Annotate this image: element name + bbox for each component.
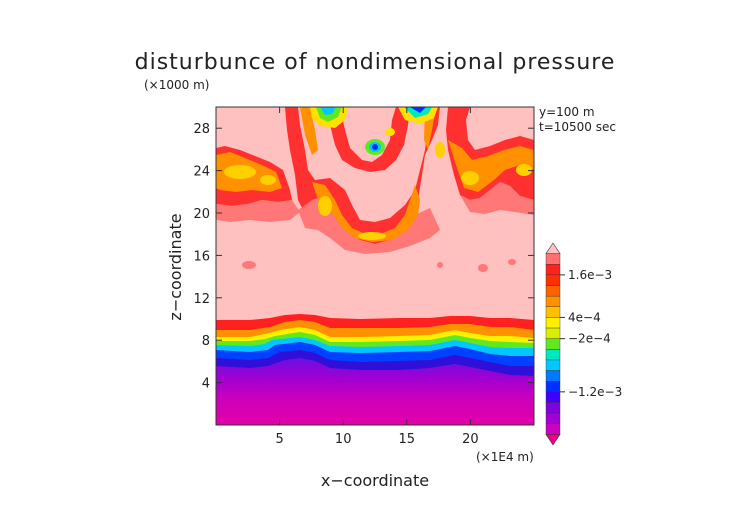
lower-negative-region bbox=[216, 358, 534, 425]
y-tick-label: 12 bbox=[193, 292, 210, 307]
y-axis-ticks: 4 8 12 16 20 24 28 bbox=[193, 122, 534, 392]
colorbar-swatch bbox=[545, 327, 561, 339]
annotation-y: y=100 m bbox=[539, 105, 595, 119]
x-tick-label: 10 bbox=[335, 432, 352, 447]
colorbar-swatch bbox=[545, 402, 561, 414]
y-tick-label: 8 bbox=[202, 334, 210, 349]
y-tick-label: 24 bbox=[193, 165, 210, 180]
colorbar-label: −1.2e−3 bbox=[568, 385, 622, 399]
colorbar-swatch bbox=[545, 359, 561, 371]
colorbar-swatch bbox=[545, 274, 561, 286]
y-tick-label: 20 bbox=[193, 207, 210, 222]
colorbar-swatch bbox=[545, 295, 561, 307]
x-tick-label: 5 bbox=[275, 432, 283, 447]
x-axis-label: x−coordinate bbox=[321, 471, 429, 490]
colorbar-swatch bbox=[545, 317, 561, 329]
upper-cold-pockets bbox=[310, 107, 438, 155]
colorbar-swatch bbox=[545, 264, 561, 276]
y-tick-label: 4 bbox=[202, 377, 210, 392]
colorbar-swatch bbox=[545, 349, 561, 361]
colorbar-swatch bbox=[545, 253, 561, 265]
y-axis-label: z−coordinate bbox=[166, 213, 185, 320]
x-unit-label: (×1E4 m) bbox=[476, 450, 534, 464]
colorbar-swatch bbox=[545, 338, 561, 350]
x-tick-label: 20 bbox=[462, 432, 479, 447]
colorbar-swatch bbox=[545, 370, 561, 382]
colorbar-label: −2e−4 bbox=[568, 332, 611, 346]
plot-area bbox=[216, 107, 534, 425]
colorbar-label: 1.6e−3 bbox=[568, 268, 612, 282]
x-tick-label: 15 bbox=[399, 432, 416, 447]
colorbar-swatch bbox=[545, 285, 561, 297]
colorbar-swatch bbox=[545, 391, 561, 403]
chart-title: disturbunce of nondimensional pressure bbox=[135, 50, 616, 75]
plot-frame bbox=[215, 106, 535, 426]
colorbar-swatch bbox=[545, 381, 561, 393]
colorbar-swatch bbox=[545, 412, 561, 424]
colorbar-swatch bbox=[545, 423, 561, 435]
colorbar-bottom-arrow bbox=[545, 434, 561, 446]
colorbar-top-arrow bbox=[545, 242, 561, 254]
upper-yellow-layer bbox=[224, 142, 532, 240]
annotation-t: t=10500 sec bbox=[539, 120, 616, 134]
colorbar-swatch bbox=[545, 306, 561, 318]
colorbar-label: 4e−4 bbox=[568, 310, 601, 324]
y-tick-label: 16 bbox=[193, 249, 210, 264]
x-axis-ticks: 5 10 15 20 bbox=[275, 107, 479, 447]
y-tick-label: 28 bbox=[193, 122, 210, 137]
colorbar: 1.6e−3 4e−4 −2e−4 −1.2e−3 bbox=[545, 242, 622, 446]
z-unit-label: (×1000 m) bbox=[144, 78, 209, 92]
